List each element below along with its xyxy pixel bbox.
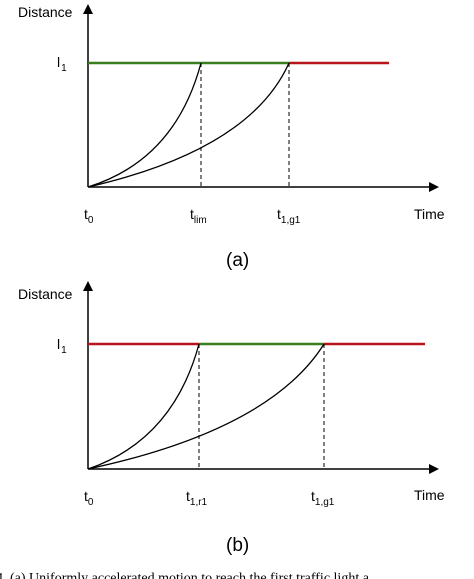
panel-a-level-label: l1	[57, 54, 67, 74]
panel-a-x-label: Time	[414, 206, 445, 222]
panel-b-x-label: Time	[414, 487, 445, 503]
panel-a-tick-1: tlim	[190, 206, 207, 226]
figure-caption: 4. (a) Uniformly accelerated motion to r…	[0, 571, 370, 579]
panel-a-caption: (a)	[226, 250, 249, 271]
panel-b-caption: (b)	[226, 535, 249, 556]
panel-b-curve-slow	[87, 343, 325, 470]
panel-b-tick-t0: t0	[84, 488, 94, 508]
panel-a-curve-fast	[87, 62, 202, 188]
panel-a-y-label: Distance	[18, 4, 73, 20]
panel-a-tick-2: t1,g1	[277, 206, 301, 226]
panel-a-tick-t0: t0	[84, 206, 94, 226]
panel-b-curve-fast	[87, 343, 200, 470]
panel-b-tick-1: t1,r1	[186, 488, 208, 508]
panel-a: Distance Time l1 t0 tlim t1,g1 (a)	[18, 4, 445, 271]
panel-b-tick-2: t1,g1	[311, 488, 335, 508]
panel-b-level-label: l1	[57, 336, 67, 356]
panel-b-y-label: Distance	[18, 286, 73, 302]
panel-b: Distance Time l1 t0 t1,r1 t1,g1 (b)	[18, 281, 445, 556]
panel-a-curve-slow	[87, 62, 290, 188]
